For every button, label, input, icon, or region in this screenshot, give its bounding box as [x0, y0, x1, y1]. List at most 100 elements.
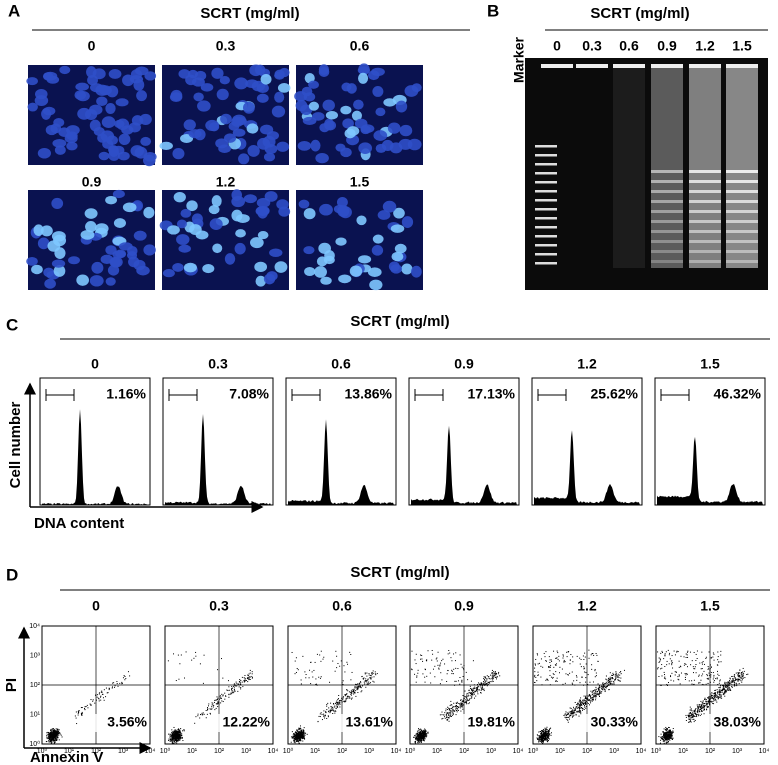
event [445, 710, 447, 712]
event [616, 675, 618, 677]
event [537, 663, 539, 665]
event [421, 734, 423, 736]
event [51, 735, 53, 737]
event [583, 702, 585, 704]
event [181, 734, 183, 736]
event [716, 694, 718, 696]
event [345, 698, 347, 700]
event [55, 734, 57, 736]
event [472, 691, 474, 693]
marker-band [535, 154, 557, 157]
event [598, 687, 600, 689]
event [414, 742, 416, 744]
event [566, 716, 568, 718]
event [706, 703, 708, 705]
event [101, 690, 103, 692]
event [417, 738, 419, 740]
event [575, 713, 577, 715]
event [419, 740, 421, 742]
event [301, 731, 303, 733]
event [614, 679, 616, 681]
event [580, 711, 582, 713]
event [422, 738, 424, 740]
event [361, 676, 363, 678]
y-tick-label: 10¹ [30, 711, 41, 718]
nucleus [219, 76, 230, 85]
event [705, 699, 707, 701]
nucleus [98, 151, 110, 161]
nucleus [115, 98, 129, 107]
event [421, 739, 423, 741]
event [461, 706, 463, 708]
event [664, 728, 666, 730]
event [248, 676, 250, 678]
event [453, 653, 455, 655]
nucleus [401, 263, 413, 275]
event [724, 683, 726, 685]
events [290, 650, 378, 744]
event [674, 654, 676, 656]
event [454, 680, 456, 682]
event [703, 713, 705, 715]
event [430, 682, 432, 684]
event [710, 700, 712, 702]
event [47, 731, 49, 733]
event [534, 674, 536, 676]
x-axis-label: Annexin V [30, 749, 103, 765]
event [172, 738, 174, 740]
event [174, 731, 176, 733]
event [298, 734, 300, 736]
event [295, 731, 297, 733]
nucleus [224, 253, 236, 265]
event [608, 689, 610, 691]
event [52, 736, 54, 738]
event [454, 660, 456, 662]
event [591, 699, 593, 701]
event [232, 692, 234, 694]
nucleus [176, 219, 187, 229]
event [563, 661, 565, 663]
event [431, 659, 433, 661]
event [449, 715, 451, 717]
event [563, 661, 565, 663]
event [691, 680, 693, 682]
event [581, 703, 583, 705]
event [101, 691, 103, 693]
event [705, 701, 707, 703]
event [724, 686, 726, 688]
event [450, 710, 452, 712]
event [329, 681, 331, 683]
event [689, 709, 691, 711]
event [710, 671, 712, 673]
event [691, 714, 693, 716]
event [661, 737, 663, 739]
nucleus [336, 196, 348, 208]
event [208, 705, 210, 707]
event [175, 729, 177, 731]
event [411, 669, 413, 671]
event [702, 673, 704, 675]
nucleus [126, 251, 138, 260]
event [439, 664, 441, 666]
event [107, 692, 109, 694]
event [666, 742, 668, 744]
event [372, 670, 374, 672]
event [699, 711, 701, 713]
event [572, 656, 574, 658]
event [726, 685, 728, 687]
event [417, 732, 419, 734]
event [56, 739, 58, 741]
event [472, 692, 474, 694]
event [546, 739, 548, 741]
nucleus [232, 128, 246, 137]
event [469, 692, 471, 694]
event [582, 699, 584, 701]
event [304, 734, 306, 736]
event [457, 680, 459, 682]
event [249, 672, 251, 674]
event [658, 661, 660, 663]
nucleus [144, 71, 157, 81]
event [592, 697, 594, 699]
event [51, 736, 53, 738]
event [481, 685, 483, 687]
